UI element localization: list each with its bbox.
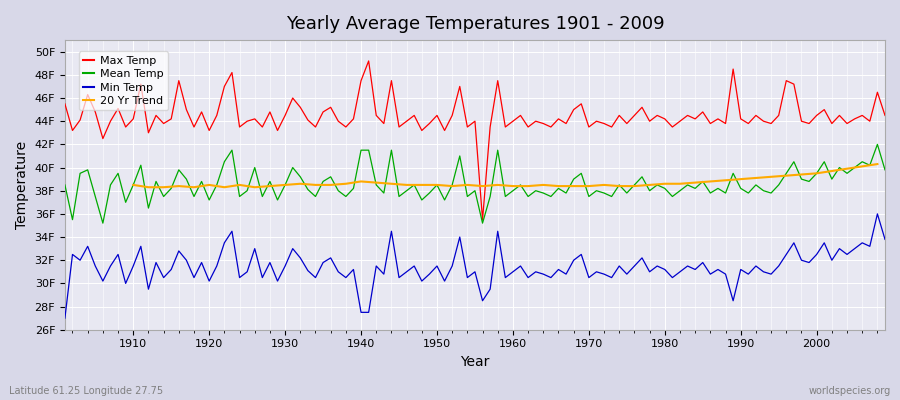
Text: worldspecies.org: worldspecies.org bbox=[809, 386, 891, 396]
Y-axis label: Temperature: Temperature bbox=[15, 141, 29, 229]
Title: Yearly Average Temperatures 1901 - 2009: Yearly Average Temperatures 1901 - 2009 bbox=[285, 15, 664, 33]
Text: Latitude 61.25 Longitude 27.75: Latitude 61.25 Longitude 27.75 bbox=[9, 386, 163, 396]
X-axis label: Year: Year bbox=[460, 355, 490, 369]
Legend: Max Temp, Mean Temp, Min Temp, 20 Yr Trend: Max Temp, Mean Temp, Min Temp, 20 Yr Tre… bbox=[78, 52, 167, 110]
